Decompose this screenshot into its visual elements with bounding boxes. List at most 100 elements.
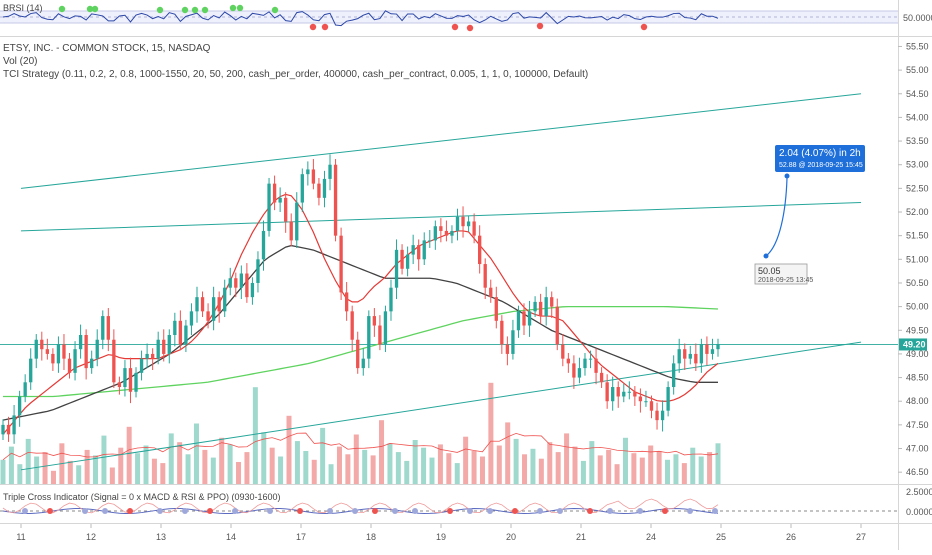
candle-body — [45, 349, 50, 354]
measure-headline: 2.04 (4.07%) in 2h — [779, 148, 861, 159]
volume-legend[interactable]: Vol (20) — [3, 56, 38, 67]
time-axis-tick-label: 14 — [226, 532, 236, 542]
osc-axis-label-zero: 0.0000 — [906, 507, 932, 517]
volume-bar — [412, 440, 418, 484]
candle-body — [289, 221, 293, 241]
price-axis-tick-label: 54.50 — [906, 89, 929, 99]
candle-body — [56, 344, 61, 364]
candle-body — [505, 344, 510, 354]
candle-body — [128, 368, 133, 392]
time-axis-tick-label: 18 — [366, 532, 376, 542]
candle-body — [145, 353, 149, 359]
measure-tool[interactable]: 2.04 (4.07%) in 2h 52.88 @ 2018-09-25 15… — [754, 145, 865, 285]
candle-body — [417, 245, 421, 260]
candle-body — [599, 372, 604, 383]
price-axis-tick-label: 51.00 — [906, 254, 929, 264]
candle-body — [516, 311, 521, 331]
rsi-signal-dot — [466, 24, 474, 32]
candle-body — [594, 358, 598, 373]
candle-body — [150, 353, 155, 359]
volume-bar — [143, 445, 149, 484]
price-axis[interactable]: 46.50 47.00 47.50 48.00 48.50 49.00 49.50 50.00… — [898, 41, 929, 477]
rsi-line — [2, 10, 719, 27]
volume-bar — [580, 460, 586, 484]
candle-body — [350, 311, 354, 340]
volume-bar — [25, 438, 31, 484]
volume-bar — [42, 452, 48, 484]
candle-body — [211, 297, 216, 321]
volume-bar — [286, 415, 292, 484]
measure-label-box — [775, 145, 865, 172]
time-axis-tick-label: 27 — [856, 532, 866, 542]
osc-axis-label-top: 2.5000 — [906, 487, 932, 497]
candle-body — [195, 297, 199, 312]
candle-body — [73, 349, 77, 373]
candle-body — [394, 249, 399, 288]
osc-signal-dot — [512, 508, 518, 514]
price-axis-tick-label: 52.00 — [906, 207, 929, 217]
volume-bar — [564, 433, 570, 484]
candle-body — [189, 311, 194, 326]
volume-bar — [151, 458, 157, 484]
volume-bar — [555, 452, 561, 484]
volume-bar — [606, 449, 612, 484]
time-axis-tick-label: 19 — [436, 532, 446, 542]
rsi-signal-dot — [451, 23, 459, 31]
volume-bar — [631, 453, 637, 484]
candle-body — [317, 183, 321, 198]
ma20-line — [2, 193, 719, 435]
candle-body — [361, 358, 365, 369]
volume-bar — [67, 460, 73, 484]
candle-body — [372, 316, 377, 326]
candle-body — [383, 311, 388, 345]
volume-bar — [421, 447, 427, 484]
osc-signal-dot — [127, 508, 133, 514]
candle-body — [677, 349, 681, 364]
volume-bar — [463, 436, 469, 484]
symbol-legend[interactable]: ETSY, INC. - COMMON STOCK, 15, NASDAQ — [3, 43, 211, 54]
price-axis-tick-label: 47.50 — [906, 420, 929, 430]
volume-bar — [261, 432, 267, 484]
osc-signal-dot — [537, 508, 543, 514]
volume-bar — [160, 463, 166, 484]
osc-signal-dot — [712, 508, 718, 514]
volume-bar — [387, 443, 393, 484]
candle-body — [40, 339, 44, 350]
price-axis-tick-label: 49.00 — [906, 349, 929, 359]
measure-arrow — [765, 177, 788, 257]
candle-body — [405, 254, 410, 269]
volume-bar — [219, 437, 225, 484]
osc-signal-dot — [607, 508, 613, 514]
candle-body — [633, 391, 637, 397]
volume-bar — [572, 446, 578, 484]
osc-signal-dot — [587, 508, 593, 514]
trendlines[interactable] — [20, 93, 862, 471]
osc-signal-dot — [232, 508, 238, 514]
osc-signal-dot — [47, 508, 53, 514]
time-axis[interactable]: 11 12 13 14 17 18 19 20 21 24 25 26 27 — [16, 524, 866, 542]
candle-body — [250, 282, 255, 298]
volume-bar — [505, 422, 511, 484]
volume-bar — [715, 443, 721, 484]
time-axis-tick-label: 24 — [646, 532, 656, 542]
candle-body — [688, 353, 692, 359]
candle-body — [267, 183, 271, 231]
candle-body — [644, 401, 648, 403]
volume-bar — [185, 454, 191, 484]
candle-body — [699, 344, 704, 364]
strategy-legend[interactable]: TCI Strategy (0.11, 0.2, 2, 0.8, 1000-15… — [3, 69, 589, 80]
volume-bar — [370, 455, 376, 484]
volume-bar — [622, 437, 628, 484]
candle-body — [577, 368, 582, 378]
candle-body — [178, 320, 183, 345]
candle-body — [544, 297, 548, 317]
candle-body — [671, 363, 676, 388]
measure-end-detail: 52.88 @ 2018-09-25 15:45 — [779, 162, 863, 169]
candle-body — [78, 335, 83, 350]
rsi-legend[interactable]: BRSI (14) — [3, 3, 43, 13]
candle-body — [389, 287, 393, 312]
volume-bar — [639, 457, 645, 484]
osc-legend[interactable]: Triple Cross Indicator (Signal = 0 x MAC… — [3, 492, 281, 502]
